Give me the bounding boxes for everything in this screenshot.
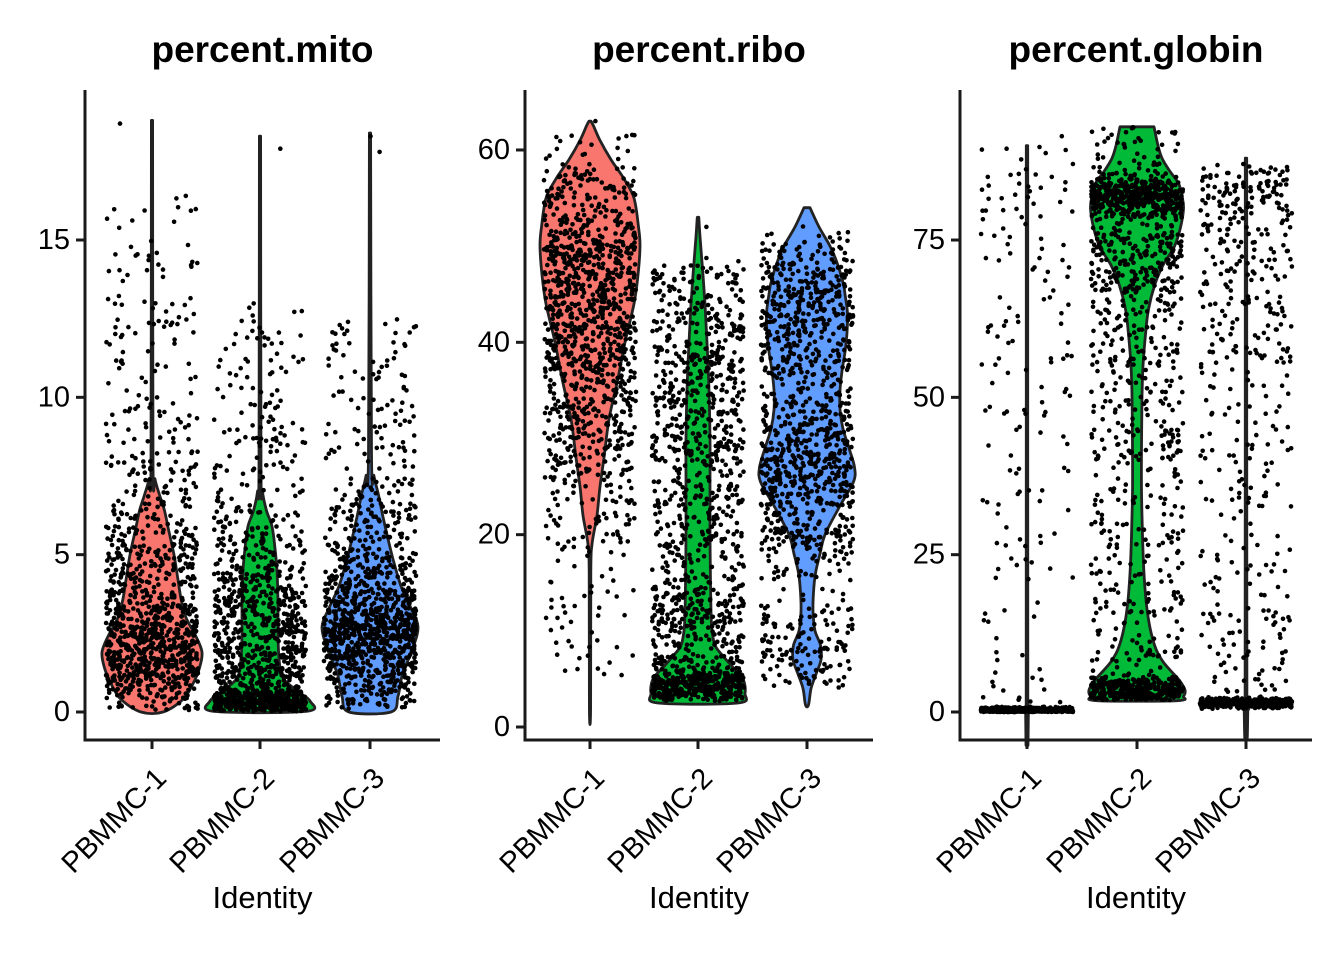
x-axis-title-1: Identity [212, 880, 313, 915]
y-tick-label: 40 [478, 326, 510, 358]
y-tick-label: 0 [494, 711, 510, 743]
x-tick-label-PBMMC-2: PBMMC-2 [602, 762, 719, 879]
outlier-point [593, 118, 598, 124]
y-tick-label: 75 [913, 224, 945, 256]
x-tick-label-PBMMC-3: PBMMC-3 [274, 762, 391, 879]
x-tick-label-PBMMC-1: PBMMC-1 [56, 762, 173, 879]
jitter-points-percent.globin-PBMMC-2 [1088, 125, 1186, 703]
y-tick-label: 5 [54, 539, 70, 571]
jitter-points-percent.mito-PBMMC-2 [211, 146, 309, 714]
outlier-point [704, 224, 709, 230]
jitter-points-percent.globin-PBMMC-1 [978, 133, 1076, 715]
y-tick-label: 25 [913, 539, 945, 571]
x-tick-label-PBMMC-2: PBMMC-2 [1041, 762, 1158, 879]
x-tick-label-PBMMC-3: PBMMC-3 [1150, 762, 1267, 879]
violin-percent.mito-PBMMC-1 [100, 119, 204, 715]
y-tick-label: 50 [913, 381, 945, 413]
x-tick-label-PBMMC-2: PBMMC-2 [164, 762, 281, 879]
outlier-point [278, 146, 283, 151]
jitter-points-percent.globin-PBMMC-3 [1197, 161, 1295, 711]
outlier-point [183, 193, 189, 199]
x-tick-label-PBMMC-1: PBMMC-1 [931, 762, 1048, 879]
panel-title-percent-globin: percent.globin [1008, 29, 1264, 70]
outlier-point [368, 133, 373, 139]
y-tick-label: 0 [929, 696, 945, 728]
x-axis-title-3: Identity [1086, 880, 1186, 915]
y-tick-label: 20 [478, 519, 510, 551]
panel-title-percent-mito: percent.mito [151, 29, 374, 70]
y-tick-label: 10 [38, 381, 70, 413]
x-tick-label-PBMMC-1: PBMMC-1 [494, 762, 611, 879]
jitter-points-percent.mito-PBMMC-1 [103, 121, 201, 713]
outlier-point [377, 149, 382, 155]
y-tick-label: 0 [54, 696, 70, 728]
y-tick-label: 60 [478, 134, 510, 166]
jitter-points-percent.ribo-PBMMC-1 [541, 118, 639, 678]
panel-title-percent-ribo: percent.ribo [592, 29, 806, 70]
jitter-points-percent.mito-PBMMC-3 [321, 133, 419, 711]
y-tick-label: 15 [38, 224, 70, 256]
outlier-point [1059, 133, 1065, 139]
jitter-points-percent.ribo-PBMMC-3 [758, 224, 856, 690]
x-tick-label-PBMMC-3: PBMMC-3 [711, 762, 828, 879]
outlier-point [117, 121, 123, 126]
x-axis-title-2: Identity [649, 880, 749, 915]
jitter-points-percent.ribo-PBMMC-2 [649, 224, 747, 704]
violin-percent.globin-PBMMC-1 [1022, 144, 1032, 747]
